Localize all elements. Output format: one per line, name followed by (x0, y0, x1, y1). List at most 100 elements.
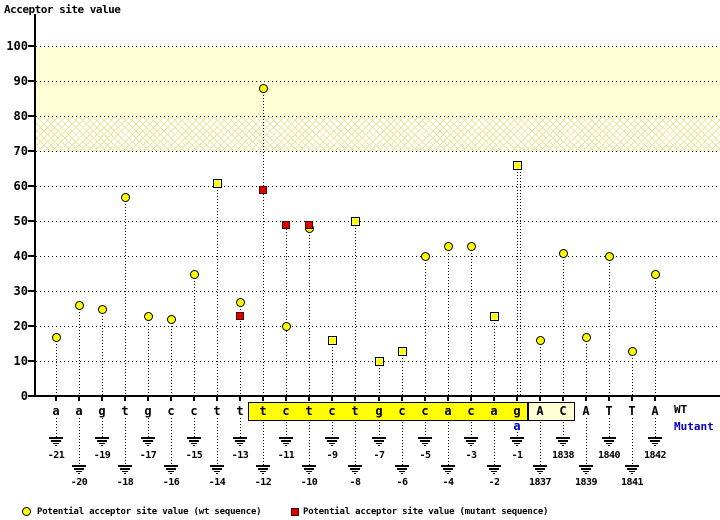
position-label--13: -13 (231, 450, 249, 461)
gridline-50 (36, 221, 720, 222)
x-tick-1841 (631, 397, 633, 401)
wt-marker--1 (513, 161, 522, 170)
y-tick-label-90: 90 (13, 74, 28, 88)
sequence-letter-1837: A (536, 404, 544, 418)
ground-symbol--7 (372, 437, 386, 447)
exon-box (528, 402, 575, 421)
position-label--10: -10 (300, 477, 318, 488)
wt-marker--13 (236, 298, 245, 307)
sequence-letter--4: a (444, 404, 452, 418)
ground-bar (124, 473, 126, 474)
sequence-letter-1838: C (559, 404, 567, 418)
y-tick-label-40: 40 (13, 249, 28, 263)
ground-bar (325, 437, 339, 439)
wt-marker--17 (144, 312, 153, 321)
ground-bar (397, 468, 407, 470)
ground-symbol-1842 (648, 437, 662, 447)
wt-marker-inner-circle (376, 358, 383, 365)
x-tick--9 (331, 397, 333, 401)
position-label--9: -9 (326, 450, 338, 461)
marker-stem--14 (217, 187, 218, 395)
ground-symbol--8 (348, 465, 362, 475)
sequence-letter--21: a (52, 404, 60, 418)
mutant-base--1: a (513, 419, 521, 433)
marker-stem--1 (517, 169, 518, 395)
ground-bar (512, 440, 522, 442)
ground-bar (348, 465, 362, 467)
x-tick--11 (285, 397, 287, 401)
ground-bar (256, 465, 270, 467)
gridline-40 (36, 256, 720, 257)
position-stem--7 (379, 422, 380, 437)
ground-symbol--21 (49, 437, 63, 447)
ground-bar (118, 465, 132, 467)
ground-bar (164, 465, 178, 467)
ground-bar (304, 468, 314, 470)
ground-bar (233, 437, 247, 439)
ground-bar (445, 471, 451, 472)
ground-bar (560, 443, 566, 444)
y-tick-60 (28, 185, 35, 187)
x-tick--4 (447, 397, 449, 401)
wt-marker--19 (98, 305, 107, 314)
ground-symbol--6 (395, 465, 409, 475)
position-label--17: -17 (139, 450, 157, 461)
gridline-90 (36, 81, 720, 82)
sequence-letter--1: g (513, 404, 521, 418)
ground-bar (583, 471, 589, 472)
marker-stem-1841 (632, 355, 633, 395)
ground-bar (579, 465, 593, 467)
score-band-80-100 (36, 47, 720, 117)
marker-stem-mutant--1 (520, 169, 521, 395)
mutant-row-label: Mutant (674, 420, 714, 433)
marker-stem--3 (471, 250, 472, 395)
ground-symbol--12 (256, 465, 270, 475)
ground-bar (535, 468, 545, 470)
ground-bar (327, 440, 337, 442)
position-stem--8 (355, 422, 356, 465)
marker-stem--21 (56, 341, 57, 395)
ground-bar (279, 437, 293, 439)
mutant-marker--13 (236, 312, 244, 320)
ground-bar (558, 440, 568, 442)
ground-bar (537, 471, 543, 472)
mutant-marker--10 (305, 221, 313, 229)
x-tick--5 (424, 397, 426, 401)
sequence-letter--13: t (236, 404, 244, 418)
ground-bar (262, 473, 264, 474)
x-tick--20 (78, 397, 80, 401)
position-label--1: -1 (511, 450, 523, 461)
ground-bar (556, 437, 570, 439)
ground-bar (510, 437, 524, 439)
ground-bar (422, 443, 428, 444)
ground-bar (239, 445, 241, 446)
position-label--11: -11 (277, 450, 295, 461)
ground-symbol--2 (487, 465, 501, 475)
ground-bar (562, 445, 564, 446)
ground-bar (374, 440, 384, 442)
marker-stem--4 (448, 250, 449, 395)
y-tick-70 (28, 150, 35, 152)
ground-bar (376, 443, 382, 444)
position-label--18: -18 (116, 477, 134, 488)
ground-symbol--11 (279, 437, 293, 447)
ground-bar (470, 445, 472, 446)
marker-stem--2 (494, 320, 495, 395)
position-stem--3 (471, 422, 472, 437)
ground-bar (627, 468, 637, 470)
wt-marker--9 (328, 336, 337, 345)
mutant-marker--11 (282, 221, 290, 229)
ground-bar (424, 445, 426, 446)
position-stem--19 (102, 418, 103, 437)
position-stem--1 (517, 432, 518, 437)
marker-stem--12 (263, 92, 264, 395)
marker-stem--20 (79, 309, 80, 395)
x-tick--16 (170, 397, 172, 401)
position-label--4: -4 (442, 477, 454, 488)
position-stem--18 (125, 418, 126, 465)
ground-bar (493, 473, 495, 474)
position-label--12: -12 (254, 477, 272, 488)
y-tick-label-50: 50 (13, 214, 28, 228)
marker-stem--17 (148, 320, 149, 395)
position-stem-1840 (609, 418, 610, 437)
